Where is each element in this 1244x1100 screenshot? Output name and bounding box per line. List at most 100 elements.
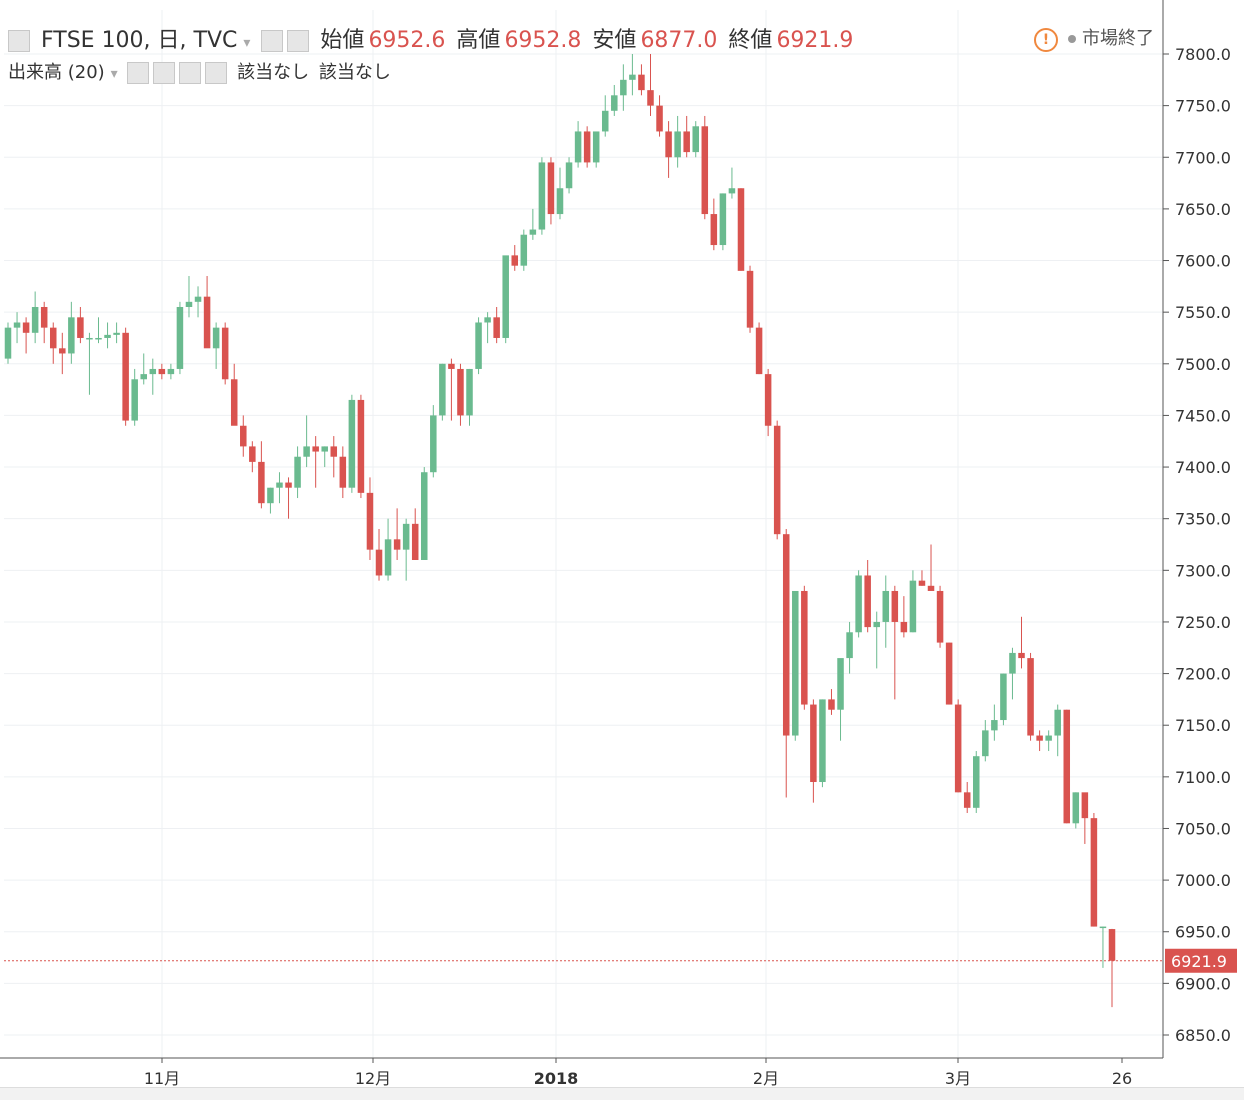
candle [520,229,528,271]
candle-body [357,399,365,493]
candle-body [59,348,66,354]
candle-body [945,642,953,705]
candle [782,529,790,798]
candle [991,704,998,741]
candle-body [312,446,319,452]
gear-icon[interactable] [287,30,310,52]
candle-body [366,492,374,550]
candle-body [1009,652,1016,674]
eye-icon[interactable] [127,62,150,84]
candle-body [203,296,211,349]
candle-body [638,74,645,91]
candle [511,245,519,271]
y-tick-label: 7600.0 [1175,252,1231,271]
candle-body [1072,792,1080,824]
gear-icon[interactable] [153,62,176,84]
candle [855,570,862,638]
volume-label[interactable]: 出来高 (20) [8,62,105,83]
candle [402,518,410,581]
candle-body [294,456,301,488]
candle-body [927,585,935,591]
candle-body [710,214,718,246]
candle [1000,673,1007,726]
candle-body [837,658,844,710]
candle-body [49,327,57,349]
candle-body [484,317,491,323]
candle-body [620,79,627,96]
candle [22,317,30,354]
warning-icon[interactable]: ! [1034,28,1058,52]
candle-body [240,425,247,447]
candle-body [13,322,21,328]
close-icon[interactable] [205,62,228,84]
candle-body [31,306,39,333]
candle [40,301,48,344]
candle [267,487,274,514]
candle [954,699,962,793]
bottom-toolbar [0,1087,1244,1100]
y-tick-label: 7450.0 [1175,406,1231,425]
candle-body [77,317,84,338]
candle [1027,652,1034,741]
candle [927,544,935,591]
candle [321,446,328,468]
candle-body [375,549,383,576]
candle-body [86,337,93,340]
candle [1036,730,1043,752]
eye-icon[interactable] [261,30,284,52]
collapse-icon[interactable] [8,30,30,52]
candle [31,291,39,344]
status-dot-icon [1068,35,1076,43]
candle-body [95,337,102,340]
x-tick-label: 2018 [534,1069,579,1088]
candle [158,363,166,380]
high-label: 高値 [456,28,501,53]
x-tick-label: 11月 [144,1069,180,1088]
candle-body [221,327,229,380]
candle [909,570,917,633]
candle-body [122,332,129,421]
y-tick-label: 7550.0 [1175,303,1231,322]
candle-body [1108,929,1116,961]
chart-grid [4,10,1163,1058]
market-status: ! 市場終了 [1034,24,1154,52]
candle-body [348,399,356,488]
candle-body [439,363,446,416]
candle [285,477,292,519]
candle-body [149,368,157,375]
candle [556,167,564,220]
x-tick-label: 3月 [945,1069,971,1088]
candle-body [511,255,519,266]
candle [701,115,709,220]
candle [529,208,537,240]
candle [592,131,600,168]
plus-icon[interactable] [179,62,202,84]
candle [936,585,944,648]
low-label: 安値 [592,28,637,53]
candle [393,508,401,560]
candle [864,559,871,633]
candle [611,84,618,116]
candle-body [520,234,528,266]
open-label: 始値 [320,28,365,53]
last-price-label: 6921.9 [1171,952,1227,971]
y-tick-label: 6850.0 [1175,1026,1231,1045]
candle [457,363,464,426]
candle [945,642,953,705]
candle-body [909,580,917,633]
candle [77,306,84,344]
chevron-down-icon[interactable]: ▾ [243,35,251,51]
candle-body [113,332,120,335]
candle-body [601,110,609,132]
y-tick-label: 7800.0 [1175,45,1231,64]
candles [4,54,1116,1008]
y-tick-label: 7300.0 [1175,561,1231,580]
candle-body [194,296,202,302]
candle-body [810,704,817,783]
chevron-down-icon[interactable]: ▾ [110,66,118,82]
candle [348,394,356,493]
symbol-title[interactable]: FTSE 100, 日, TVC [41,28,238,53]
candle [502,255,509,344]
candle-body [384,539,392,576]
